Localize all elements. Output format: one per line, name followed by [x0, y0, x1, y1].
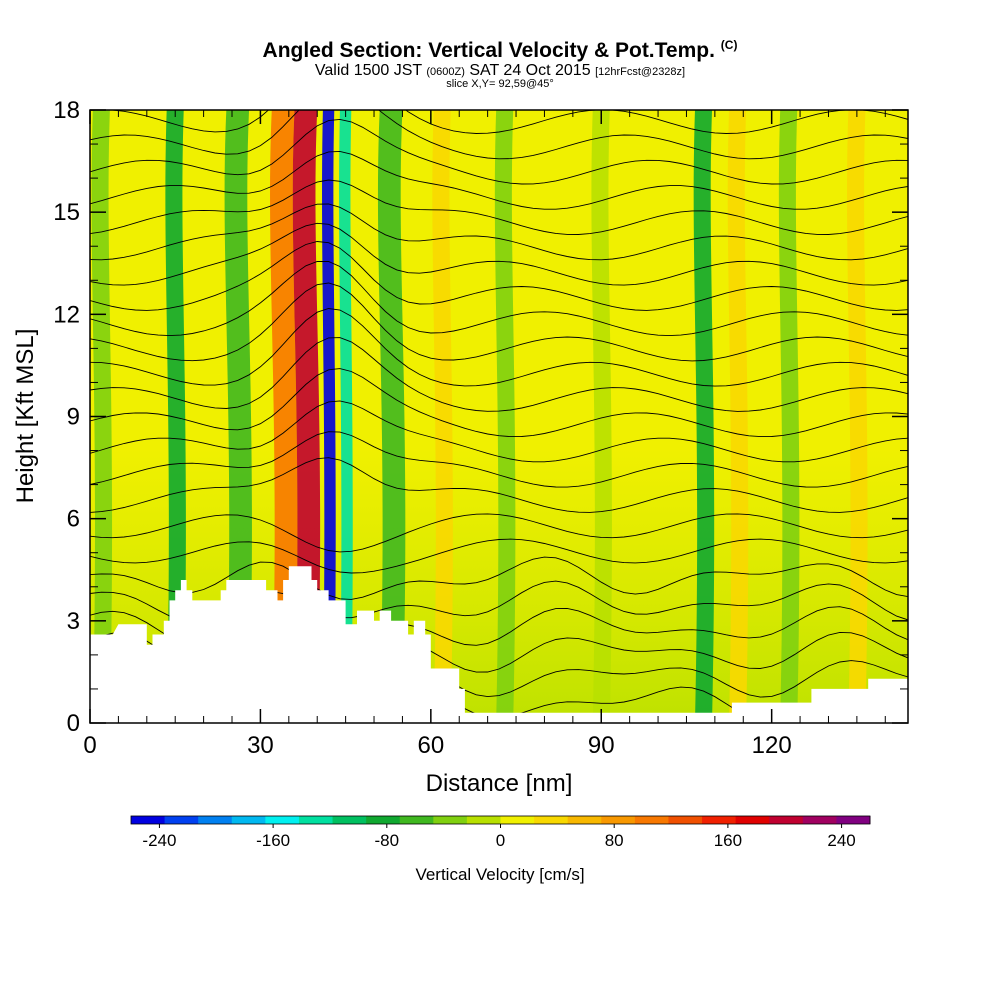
colorbar: -240 -160 -80 0 80 160 240 — [130, 815, 871, 850]
contour-line-9 — [90, 431, 908, 488]
y-tick-label-9: 9 — [67, 404, 80, 431]
chart-subtitle: Valid 1500 JST (0600Z) SAT 24 Oct 2015 [… — [0, 62, 1000, 80]
colorbar-swatch-14 — [601, 816, 636, 824]
contour-line-22 — [90, 110, 908, 160]
x-tick-label-30: 30 — [247, 732, 274, 759]
y-tick-label-6: 6 — [67, 506, 80, 533]
contour-line-6 — [90, 538, 908, 574]
x-tick-label-60: 60 — [417, 732, 444, 759]
colorbar-swatch-4 — [265, 816, 300, 824]
colorbar-tick-label-2: -80 — [375, 831, 400, 850]
contour-line-8 — [90, 457, 908, 513]
contour-line-15 — [90, 260, 908, 337]
valid-utc: (0600Z) — [426, 66, 465, 78]
velocity-band-12 — [727, 110, 749, 723]
contour-line-13 — [90, 308, 908, 387]
contour-line-20 — [90, 150, 908, 210]
x-axis-label: Distance [nm] — [426, 770, 573, 797]
valid-time: Valid 1500 JST — [314, 62, 422, 79]
contour-line-10 — [90, 400, 908, 463]
velocity-band-11 — [693, 110, 715, 723]
colorbar-swatch-17 — [702, 816, 737, 824]
y-tick-label-12: 12 — [53, 301, 80, 328]
velocity-band-1 — [165, 110, 186, 723]
colorbar-swatch-12 — [534, 816, 569, 824]
axes: 0 30 60 90 120 0 3 6 9 12 15 18 — [53, 97, 908, 759]
colorbar-swatch-6 — [332, 816, 367, 824]
colorbar-swatch-7 — [366, 816, 401, 824]
colorbar-tick-label-6: 240 — [827, 831, 855, 850]
chart-title: Angled Section: Vertical Velocity & Pot.… — [0, 38, 1000, 63]
contour-line-18 — [90, 203, 908, 261]
colorbar-swatch-21 — [836, 816, 871, 824]
slice-info: slice X,Y= 92,59@45° — [446, 78, 554, 90]
colorbar-tick-label-5: 160 — [714, 831, 742, 850]
colorbar-tick-label-4: 80 — [605, 831, 624, 850]
copyright-mark: (C) — [720, 38, 738, 52]
velocity-band-9 — [494, 110, 516, 723]
colorbar-swatch-16 — [668, 816, 703, 824]
velocity-band-7 — [377, 110, 406, 723]
colorbar-swatch-1 — [164, 816, 199, 824]
x-tick-label-120: 120 — [752, 732, 792, 759]
colorbar-swatch-13 — [567, 816, 602, 824]
colorbar-tick-label-1: -160 — [256, 831, 290, 850]
colorbar-label: Vertical Velocity [cm/s] — [415, 865, 584, 884]
velocity-band-2 — [224, 110, 252, 723]
colorbar-tick-label-3: 0 — [496, 831, 505, 850]
velocity-band-6 — [339, 110, 353, 723]
colorbar-swatch-18 — [735, 816, 770, 824]
x-tick-label-90: 90 — [588, 732, 615, 759]
terrain-fill — [90, 566, 908, 723]
contour-line-5 — [90, 556, 908, 600]
contour-line-19 — [90, 179, 908, 235]
colorbar-swatch-0 — [131, 816, 166, 824]
title-main: Angled Section: Vertical Velocity & Pot.… — [262, 39, 715, 62]
x-tick-label-0: 0 — [83, 732, 96, 759]
colorbar-swatch-20 — [802, 816, 837, 824]
colorbar-swatch-9 — [433, 816, 468, 824]
contour-line-12 — [90, 337, 908, 412]
contour-line-21 — [90, 118, 908, 185]
contour-line-17 — [90, 222, 908, 286]
colorbar-swatch-8 — [399, 816, 434, 824]
y-tick-label-18: 18 — [53, 97, 80, 124]
colorbar-swatch-11 — [500, 816, 535, 824]
contour-line-16 — [90, 241, 908, 311]
colorbar-swatch-15 — [634, 816, 669, 824]
colorbar-swatch-19 — [769, 816, 804, 824]
contour-line-11 — [90, 368, 908, 438]
y-tick-label-15: 15 — [53, 199, 80, 226]
velocity-band-8 — [432, 110, 453, 723]
colorbar-swatch-5 — [298, 816, 334, 824]
y-axis-label: Height [Kft MSL] — [12, 329, 39, 504]
contour-line-7 — [90, 513, 908, 553]
colorbar-swatch-2 — [198, 816, 233, 824]
colorbar-swatch-3 — [231, 816, 266, 824]
colorbar-swatch-10 — [466, 816, 501, 824]
contour-line-23 — [90, 110, 908, 134]
y-tick-label-0: 0 — [67, 710, 80, 737]
forecast-info: [12hrFcst@2328z] — [595, 66, 686, 78]
valid-date: SAT 24 Oct 2015 — [469, 62, 591, 79]
y-tick-label-3: 3 — [67, 608, 80, 635]
velocity-band-13 — [778, 110, 800, 723]
velocity-band-10 — [591, 110, 612, 723]
terrain — [90, 566, 908, 723]
colorbar-tick-label-0: -240 — [142, 831, 176, 850]
contour-line-14 — [90, 282, 908, 362]
